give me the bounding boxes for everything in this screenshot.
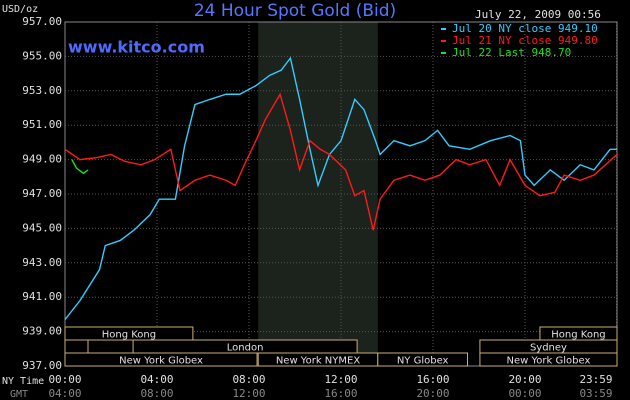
timestamp: July 22, 2009 00:56 bbox=[475, 8, 601, 21]
session-label: NY Globex bbox=[397, 356, 449, 367]
session-bar bbox=[377, 352, 468, 367]
session-label: Hong Kong bbox=[551, 330, 605, 341]
price-line bbox=[64, 92, 618, 231]
x-tick-label: 08:00 bbox=[232, 373, 265, 386]
y-tick-label: 951.00 bbox=[22, 118, 62, 131]
y-tick-label: 955.00 bbox=[22, 49, 62, 62]
y-tick-label: 957.00 bbox=[22, 15, 62, 28]
legend-label: Jul 21 NY close 949.80 bbox=[452, 34, 598, 47]
x2-tick-label: 08:00 bbox=[140, 387, 173, 400]
session-label: Hong Kong bbox=[102, 330, 156, 341]
x2-axis-label: GMT bbox=[10, 389, 28, 400]
session-bar bbox=[64, 352, 258, 367]
x-tick-label: 20:00 bbox=[508, 373, 541, 386]
x2-tick-label: 00:00 bbox=[508, 387, 541, 400]
y-tick-label: 937.00 bbox=[22, 359, 62, 372]
session-label: New York NYMEX bbox=[276, 356, 361, 367]
session-label: Sydney bbox=[530, 343, 567, 354]
y-tick-label: 953.00 bbox=[22, 84, 62, 97]
x-tick-label: 23:59 bbox=[579, 373, 612, 386]
y-tick-label: 943.00 bbox=[22, 256, 62, 269]
y-tick-label: 947.00 bbox=[22, 187, 62, 200]
x2-tick-label: 16:00 bbox=[324, 387, 357, 400]
site-label: www.kitco.com bbox=[68, 38, 205, 57]
price-line bbox=[64, 56, 617, 320]
session-bar bbox=[64, 326, 194, 341]
x-tick-label: 16:00 bbox=[416, 373, 449, 386]
legend-label: Jul 20 NY close 949.10 bbox=[452, 22, 598, 35]
y-tick-label: 945.00 bbox=[22, 221, 62, 234]
x-tick-label: 04:00 bbox=[140, 373, 173, 386]
x2-tick-label: 20:00 bbox=[416, 387, 449, 400]
chart-title: 24 Hour Spot Gold (Bid) bbox=[194, 1, 396, 21]
y-tick-label: 941.00 bbox=[22, 290, 62, 303]
x-tick-label: 12:00 bbox=[324, 373, 357, 386]
session-bar bbox=[479, 352, 618, 367]
price-line bbox=[71, 159, 89, 175]
session-label: New York Globex bbox=[119, 356, 203, 367]
x-axis-label: NY Time bbox=[2, 376, 44, 387]
y-axis-label: USD/oz bbox=[2, 4, 38, 15]
y-tick-label: 939.00 bbox=[22, 325, 62, 338]
x2-tick-label: 04:00 bbox=[48, 387, 81, 400]
x2-tick-label: 03:59 bbox=[579, 387, 612, 400]
legend-label: Jul 22 Last 948.70 bbox=[452, 46, 571, 59]
x2-tick-label: 12:00 bbox=[232, 387, 265, 400]
session-bar bbox=[64, 339, 89, 354]
y-tick-label: 949.00 bbox=[22, 153, 62, 166]
session-label: New York Globex bbox=[507, 356, 591, 367]
session-label: London bbox=[227, 343, 264, 354]
x-tick-label: 00:00 bbox=[48, 373, 81, 386]
